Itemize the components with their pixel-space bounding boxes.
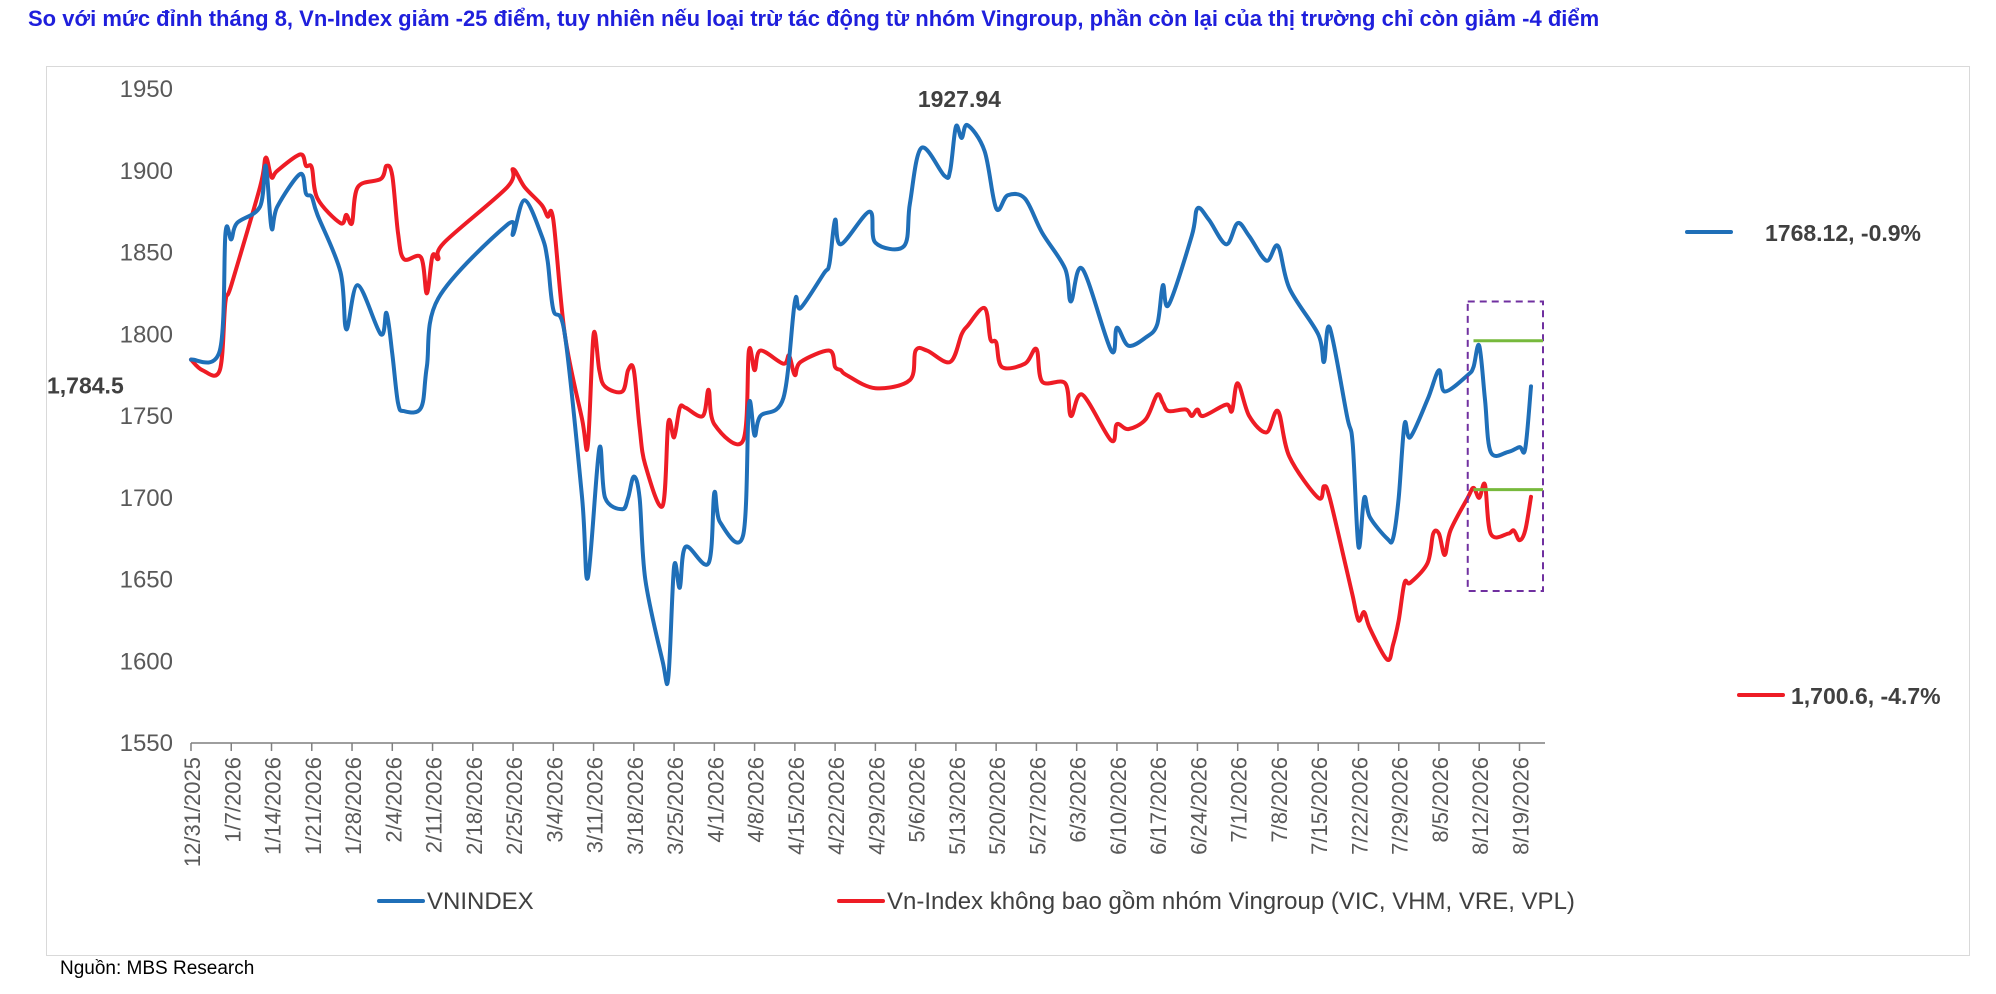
legend: VNINDEX Vn-Index không bao gồm nhóm Ving… bbox=[377, 888, 1575, 915]
x-tick-label: 6/3/2026 bbox=[1066, 757, 1091, 843]
x-tick-label: 6/17/2026 bbox=[1146, 757, 1171, 855]
x-tick-label: 1/21/2026 bbox=[301, 757, 326, 855]
x-tick-label: 6/10/2026 bbox=[1106, 757, 1131, 855]
x-tick-label: 2/25/2026 bbox=[502, 757, 527, 855]
x-tick-label: 6/24/2026 bbox=[1186, 757, 1211, 855]
chart-frame: 1550 1600 1650 1700 1750 1800 1850 1900 1950 12/3… bbox=[46, 66, 1970, 956]
y-tick-label: 1600 bbox=[120, 648, 173, 675]
x-tick-label: 5/13/2026 bbox=[945, 757, 970, 855]
x-tick-label: 4/29/2026 bbox=[864, 757, 889, 855]
y-tick-label: 1700 bbox=[120, 485, 173, 512]
line-chart: 1550 1600 1650 1700 1750 1800 1850 1900 1950 12/3… bbox=[47, 76, 1941, 915]
highlight-box bbox=[1466, 300, 1544, 592]
peak-label: 1927.94 bbox=[918, 86, 1001, 112]
x-tick-label: 4/22/2026 bbox=[824, 757, 849, 855]
x-tick-label: 12/31/2025 bbox=[180, 757, 205, 867]
x-tick-label: 3/11/2026 bbox=[583, 757, 608, 853]
x-tick-label: 4/15/2026 bbox=[784, 757, 809, 855]
y-tick-label: 1850 bbox=[120, 240, 173, 267]
x-tick-label: 5/20/2026 bbox=[985, 757, 1010, 855]
y-tick-label: 1650 bbox=[120, 567, 173, 594]
y-tick-label: 1800 bbox=[120, 321, 173, 348]
series-line-ex-vingroup bbox=[189, 152, 1533, 663]
x-tick-label: 7/8/2026 bbox=[1267, 757, 1292, 843]
series-line-vnindex bbox=[189, 123, 1533, 687]
axes: 1550 1600 1650 1700 1750 1800 1850 1900 1950 12/3… bbox=[120, 76, 1545, 867]
y-tick-label: 1750 bbox=[120, 403, 173, 430]
plot-area bbox=[189, 123, 1533, 687]
x-tick-label: 1/14/2026 bbox=[261, 757, 286, 855]
source-note: Nguồn: MBS Research bbox=[60, 958, 255, 979]
legend-label-vnindex: VNINDEX bbox=[427, 888, 534, 915]
start-label: 1,784.5 bbox=[47, 373, 124, 399]
x-tick-label: 8/19/2026 bbox=[1508, 757, 1533, 855]
y-tick-label: 1950 bbox=[120, 76, 173, 103]
x-tick-label: 3/4/2026 bbox=[542, 757, 567, 843]
chart-title: So với mức đỉnh tháng 8, Vn-Index giảm -… bbox=[28, 6, 1600, 31]
x-tick-label: 7/29/2026 bbox=[1388, 757, 1413, 855]
y-tick-label: 1900 bbox=[120, 158, 173, 185]
x-tick-label: 7/1/2026 bbox=[1227, 757, 1252, 843]
x-tick-label: 7/22/2026 bbox=[1347, 757, 1372, 855]
x-tick-label: 3/18/2026 bbox=[623, 757, 648, 855]
x-tick-label: 7/15/2026 bbox=[1307, 757, 1332, 855]
annotations: 1927.94 1,784.5 1768.12, -0.9% 1,700.6, -4.… bbox=[47, 86, 1941, 709]
x-tick-label: 4/8/2026 bbox=[744, 757, 769, 843]
x-tick-label: 5/27/2026 bbox=[1025, 757, 1050, 855]
end-label-ex-vingroup: 1,700.6, -4.7% bbox=[1791, 683, 1941, 709]
x-tick-label: 4/1/2026 bbox=[703, 757, 728, 843]
x-tick-label: 2/11/2026 bbox=[422, 757, 447, 853]
y-tick-label: 1550 bbox=[120, 730, 173, 757]
x-tick-label: 2/18/2026 bbox=[462, 757, 487, 855]
x-tick-label: 2/4/2026 bbox=[381, 757, 406, 843]
x-tick-label: 1/7/2026 bbox=[220, 757, 245, 843]
end-label-vnindex: 1768.12, -0.9% bbox=[1765, 220, 1921, 246]
legend-label-ex-vingroup: Vn-Index không bao gồm nhóm Vingroup (VI… bbox=[887, 888, 1575, 915]
x-tick-label: 5/6/2026 bbox=[905, 757, 930, 843]
x-tick-label: 1/28/2026 bbox=[341, 757, 366, 855]
x-tick-label: 8/12/2026 bbox=[1468, 757, 1493, 855]
x-tick-label: 8/5/2026 bbox=[1428, 757, 1453, 843]
x-tick-label: 3/25/2026 bbox=[663, 757, 688, 855]
